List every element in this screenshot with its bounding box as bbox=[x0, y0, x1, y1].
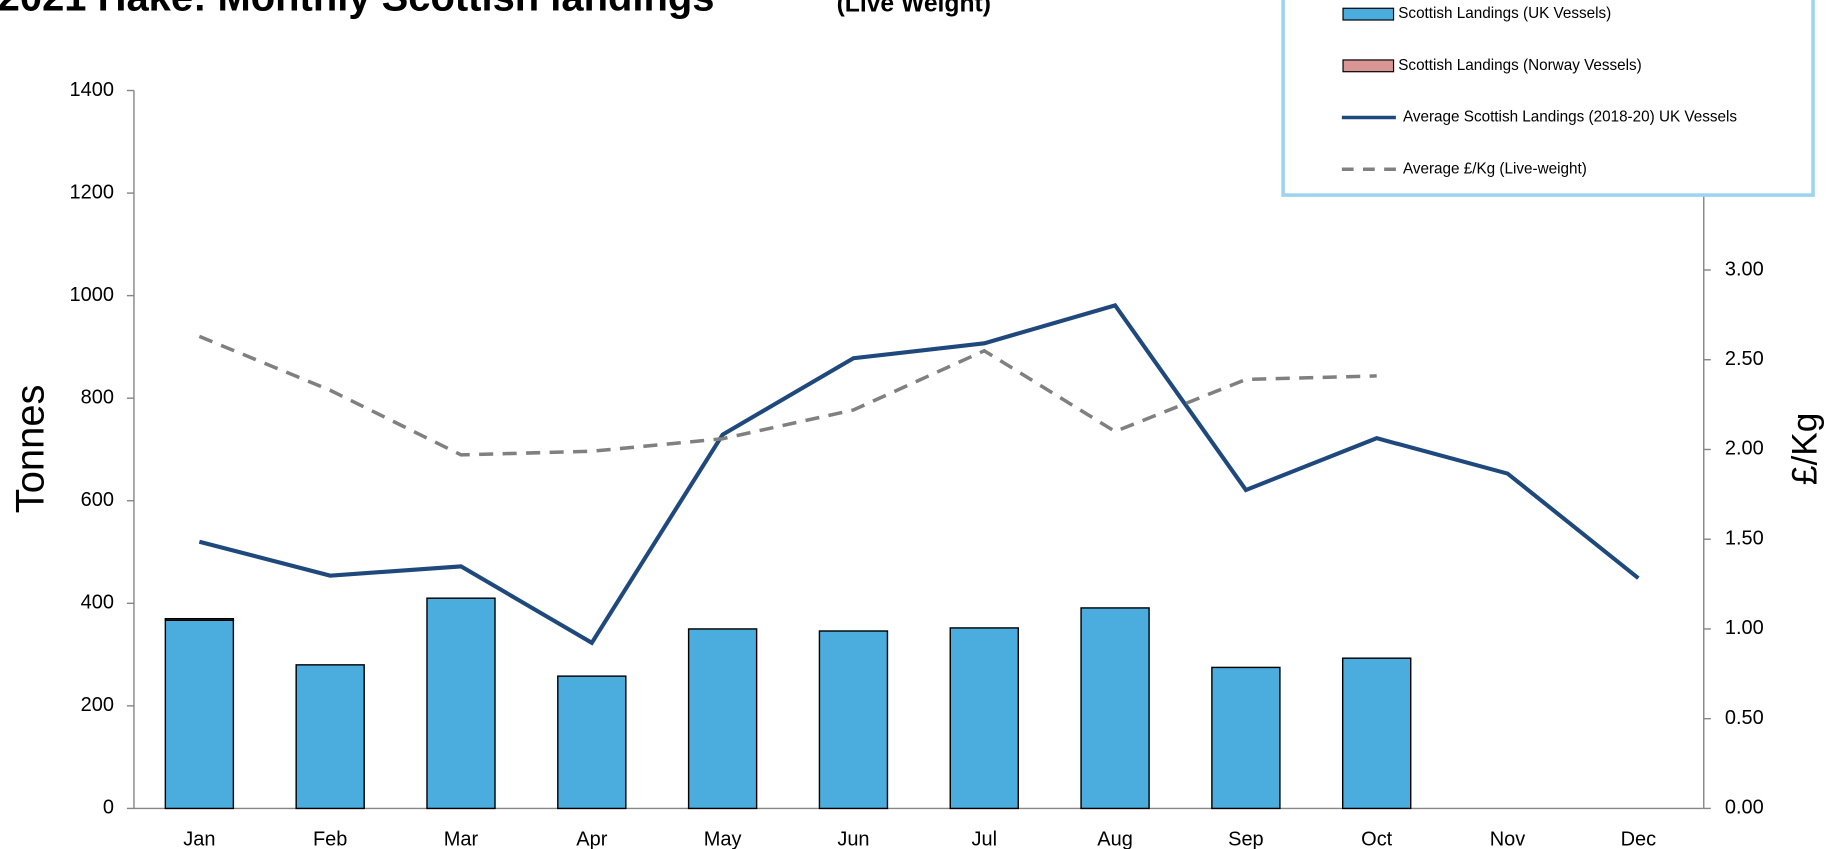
x-tick-label: Apr bbox=[576, 828, 607, 849]
bar bbox=[1211, 666, 1281, 810]
y-tick-label: 1200 bbox=[70, 181, 114, 203]
bar bbox=[1341, 657, 1412, 810]
bar bbox=[818, 630, 889, 810]
y2-tick-label: 1.00 bbox=[1725, 617, 1764, 639]
bar bbox=[295, 664, 365, 810]
chart-title: 2021 Hake: Monthly Scottish landings bbox=[0, 0, 714, 20]
legend-swatch bbox=[1342, 7, 1395, 21]
y2-tick-label: 2.00 bbox=[1725, 438, 1764, 460]
x-tick-label: Nov bbox=[1490, 828, 1526, 849]
legend-label: Average £/Kg (Live-weight) bbox=[1403, 160, 1587, 177]
x-tick-label: Aug bbox=[1097, 828, 1133, 849]
x-tick-label: Jun bbox=[837, 828, 869, 849]
y2-tick-label: 3.00 bbox=[1725, 258, 1764, 280]
y2-tick-label: 0.00 bbox=[1725, 797, 1764, 819]
x-tick-label: Feb bbox=[313, 828, 347, 849]
y-tick-label: 400 bbox=[81, 592, 114, 614]
y-tick-label: 800 bbox=[81, 386, 114, 408]
y2-tick-label: 0.50 bbox=[1725, 707, 1764, 729]
line-series bbox=[198, 302, 1640, 646]
bar bbox=[164, 617, 235, 621]
y-tick-label: 1000 bbox=[70, 284, 114, 306]
y-tick-label: 1400 bbox=[70, 79, 114, 101]
y2-tick-label: 2.50 bbox=[1725, 348, 1764, 370]
x-tick-label: May bbox=[704, 828, 742, 849]
legend-label: Scottish Landings (UK Vessels) bbox=[1398, 5, 1611, 22]
x-tick-label: Sep bbox=[1228, 828, 1264, 849]
y-tick-label: 0 bbox=[103, 797, 114, 819]
legend-label: Scottish Landings (Norway Vessels) bbox=[1398, 57, 1642, 74]
y-tick-label: 600 bbox=[81, 489, 114, 511]
y2-axis-title: £/Kg bbox=[1785, 413, 1824, 486]
x-tick-label: Jul bbox=[971, 828, 997, 849]
x-tick-label: Dec bbox=[1621, 828, 1657, 849]
bar bbox=[687, 628, 758, 810]
legend-label: Average Scottish Landings (2018-20) UK V… bbox=[1403, 109, 1737, 126]
y2-tick-label: 1.50 bbox=[1725, 527, 1764, 549]
x-tick-label: Oct bbox=[1361, 828, 1393, 849]
x-tick-label: Jan bbox=[183, 828, 215, 849]
x-tick-label: Mar bbox=[444, 828, 479, 849]
bar bbox=[164, 619, 235, 810]
legend-box bbox=[1281, 0, 1815, 197]
chart-subtitle: (Live Weight) bbox=[837, 0, 991, 17]
bar bbox=[426, 597, 496, 810]
y-tick-label: 200 bbox=[81, 694, 114, 716]
bar bbox=[557, 675, 627, 810]
y-axis-title: Tonnes bbox=[8, 384, 52, 513]
bar bbox=[1080, 607, 1150, 810]
line-series bbox=[198, 334, 1377, 457]
bar bbox=[949, 627, 1019, 810]
legend-swatch bbox=[1342, 59, 1395, 73]
